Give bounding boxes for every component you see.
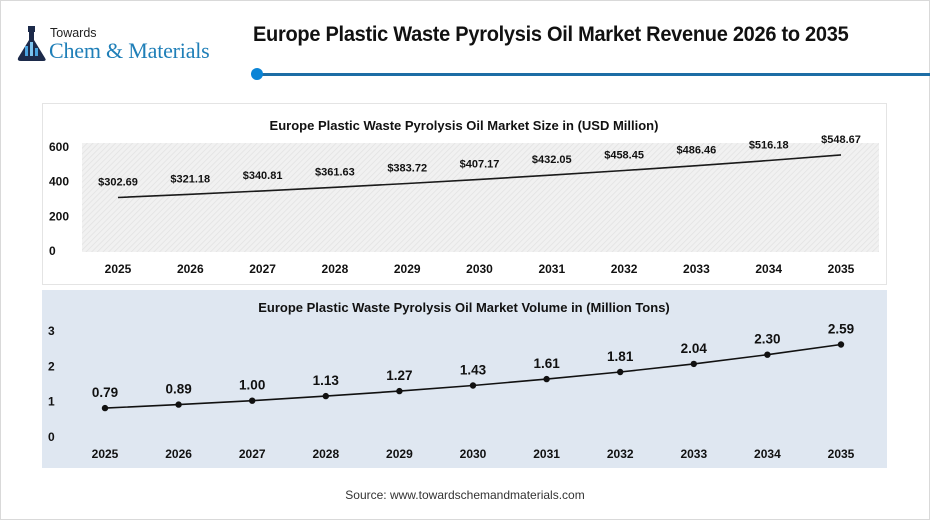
y-tick-label: 600 [49, 140, 69, 154]
data-point-marker [322, 392, 329, 400]
data-label: 1.13 [313, 373, 340, 388]
y-tick-label: 1 [48, 395, 55, 409]
x-tick-label: 2029 [394, 262, 421, 276]
data-point-marker [396, 387, 403, 395]
company-logo: Towards Chem & Materials [16, 24, 246, 64]
data-label: 1.00 [239, 378, 265, 393]
x-tick-label: 2035 [828, 447, 855, 461]
x-tick-label: 2034 [754, 447, 781, 461]
data-label: 0.79 [92, 385, 118, 400]
market-size-chart: Europe Plastic Waste Pyrolysis Oil Marke… [42, 103, 887, 285]
data-label: $458.45 [604, 150, 644, 162]
x-tick-label: 2027 [249, 262, 276, 276]
x-tick-label: 2028 [322, 262, 349, 276]
data-label: $340.81 [243, 170, 283, 182]
x-tick-label: 2026 [177, 262, 204, 276]
logo-text-towards: Towards [50, 26, 97, 40]
x-tick-label: 2035 [828, 262, 855, 276]
y-tick-label: 400 [49, 175, 69, 189]
data-point-marker [617, 368, 624, 376]
data-label: 1.61 [533, 356, 560, 371]
x-tick-label: 2033 [680, 447, 707, 461]
market-volume-chart-svg: Europe Plastic Waste Pyrolysis Oil Marke… [42, 290, 887, 468]
market-size-line [117, 154, 842, 199]
data-label: 2.04 [681, 341, 708, 356]
x-tick-label: 2030 [460, 447, 487, 461]
y-tick-label: 0 [48, 430, 55, 444]
x-tick-label: 2033 [683, 262, 710, 276]
x-tick-label: 2029 [386, 447, 413, 461]
y-tick-label: 2 [48, 359, 55, 373]
data-point-marker [837, 341, 845, 348]
data-label: 2.30 [754, 332, 780, 347]
data-label: $383.72 [387, 163, 427, 175]
x-tick-label: 2026 [165, 447, 192, 461]
flask-icon [17, 26, 46, 61]
data-label: 2.59 [828, 322, 854, 337]
x-tick-label: 2031 [533, 447, 560, 461]
x-tick-label: 2031 [538, 262, 565, 276]
x-tick-label: 2030 [466, 262, 493, 276]
source-note: Source: www.towardschemandmaterials.com [345, 488, 585, 502]
plot-area [82, 143, 879, 252]
title-bullet-dot [251, 68, 263, 80]
y-tick-label: 200 [49, 209, 69, 223]
data-point-marker [101, 404, 109, 412]
data-label: 1.43 [460, 363, 487, 378]
market-volume-chart: Europe Plastic Waste Pyrolysis Oil Marke… [42, 290, 887, 468]
data-point-marker [469, 382, 477, 389]
data-label: 0.89 [165, 382, 191, 397]
data-label: $321.18 [170, 173, 210, 185]
data-label: $432.05 [532, 154, 572, 166]
data-point-marker [175, 401, 182, 408]
chart-panel-bg [42, 290, 887, 468]
chart-title: Europe Plastic Waste Pyrolysis Oil Marke… [258, 300, 670, 315]
y-tick-label: 3 [48, 324, 55, 338]
title-underline [256, 73, 930, 76]
x-tick-label: 2034 [755, 262, 782, 276]
market-size-chart-svg: Europe Plastic Waste Pyrolysis Oil Marke… [42, 103, 887, 285]
data-point-marker [249, 397, 256, 404]
data-point-marker [543, 375, 550, 383]
x-tick-label: 2025 [92, 447, 119, 461]
y-tick-label: 0 [49, 244, 56, 258]
data-label: $486.46 [677, 145, 717, 157]
data-label: $407.17 [460, 158, 500, 170]
data-point-marker [764, 351, 771, 358]
chart-title: Europe Plastic Waste Pyrolysis Oil Marke… [270, 118, 659, 133]
data-label: $302.69 [98, 177, 138, 189]
data-label: 1.81 [607, 349, 634, 364]
data-label: 1.27 [386, 368, 412, 383]
data-point-marker [690, 360, 697, 368]
data-label: $516.18 [749, 140, 789, 152]
x-tick-label: 2032 [611, 262, 638, 276]
x-tick-label: 2028 [312, 447, 339, 461]
data-label: $548.67 [821, 134, 861, 146]
data-label: $361.63 [315, 166, 355, 178]
x-tick-label: 2032 [607, 447, 634, 461]
x-tick-label: 2027 [239, 447, 266, 461]
x-tick-label: 2025 [105, 262, 132, 276]
page-title: Europe Plastic Waste Pyrolysis Oil Marke… [253, 22, 849, 46]
logo-text-brand: Chem & Materials [49, 38, 210, 63]
